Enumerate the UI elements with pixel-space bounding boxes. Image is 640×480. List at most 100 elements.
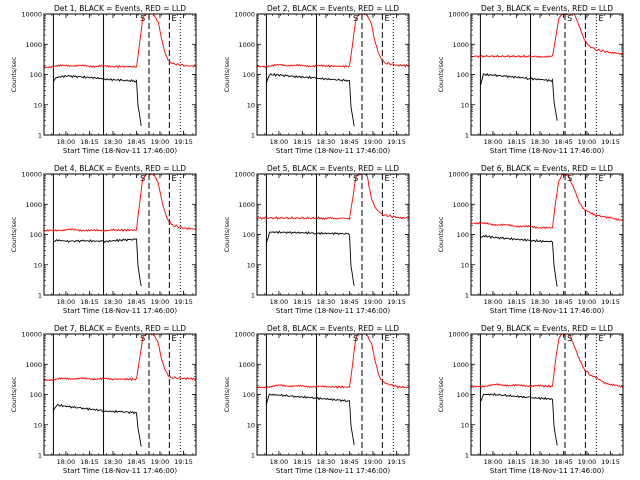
x-tick-label: 18:45 [340, 298, 359, 306]
x-axis-label: Start Time (18-Nov-11 17:46:00) [276, 307, 390, 315]
y-tick-label: 100 [30, 71, 42, 79]
y-tick-label: 10 [34, 101, 42, 109]
panel-title: Det 5, BLACK = Events, RED = LLD [267, 164, 399, 173]
x-tick-label: 18:00 [484, 458, 503, 466]
x-tick-label: 19:15 [387, 458, 406, 466]
x-tick-label: 18:00 [57, 138, 76, 146]
y-tick-label: 100 [243, 71, 255, 79]
y-tick-label: 1000 [25, 361, 42, 369]
x-tick-label: 19:15 [601, 298, 620, 306]
series-events-line [480, 234, 558, 287]
plot-area [471, 14, 623, 135]
y-tick-label: 10 [247, 101, 255, 109]
x-tick-label: 19:00 [364, 298, 383, 306]
series-events-line [52, 403, 142, 447]
x-tick-label: 18:00 [270, 298, 289, 306]
x-tick-label: 18:30 [317, 458, 336, 466]
plot-area [44, 334, 196, 455]
y-tick-label: 100 [457, 71, 469, 79]
x-tick-label: 19:00 [151, 138, 170, 146]
series-events-line [265, 393, 355, 446]
y-tick-label: 10000 [234, 11, 255, 19]
x-tick-label: 18:15 [507, 298, 526, 306]
x-tick-label: 19:15 [174, 138, 193, 146]
y-axis-label: Counts/sec [223, 216, 231, 252]
x-tick-label: 18:15 [293, 298, 312, 306]
x-tick-label: 19:15 [601, 138, 620, 146]
y-tick-label: 1 [251, 452, 255, 460]
x-tick-label: 18:45 [340, 138, 359, 146]
panel-title: Det 6, BLACK = Events, RED = LLD [481, 164, 613, 173]
start-marker: S [567, 14, 572, 23]
y-axis-label: Counts/sec [437, 216, 445, 252]
plot-frame [256, 333, 410, 456]
series-lld-line [257, 174, 409, 220]
y-tick-label: 10000 [448, 11, 469, 19]
x-tick-label: 19:00 [364, 138, 383, 146]
plot-area [257, 334, 409, 455]
end-marker: E [385, 14, 390, 23]
y-axis-label: Counts/sec [10, 376, 18, 412]
plot-frame [256, 173, 410, 296]
y-tick-label: 10000 [448, 331, 469, 339]
series-events-line [479, 392, 558, 446]
y-tick-label: 10000 [21, 171, 42, 179]
y-axis-label: Counts/sec [10, 216, 18, 252]
x-axis-label: Start Time (18-Nov-11 17:46:00) [490, 467, 604, 475]
x-tick-label: 18:30 [317, 298, 336, 306]
x-axis-label: Start Time (18-Nov-11 17:46:00) [276, 147, 390, 155]
plot-frame [470, 13, 624, 136]
x-tick-label: 19:15 [174, 458, 193, 466]
x-tick-label: 18:45 [127, 298, 146, 306]
x-axis-label: Start Time (18-Nov-11 17:46:00) [63, 147, 177, 155]
y-tick-label: 1000 [452, 361, 469, 369]
end-marker: E [599, 174, 604, 183]
series-lld-line [471, 334, 623, 389]
y-tick-label: 10000 [21, 331, 42, 339]
y-tick-label: 1 [465, 452, 469, 460]
plot-frame [43, 333, 197, 456]
x-tick-label: 18:45 [554, 298, 573, 306]
panel-title: Det 8, BLACK = Events, RED = LLD [267, 324, 399, 333]
x-tick-label: 18:15 [507, 458, 526, 466]
series-events-line [265, 73, 355, 127]
x-tick-label: 18:00 [270, 458, 289, 466]
y-tick-label: 10 [247, 421, 255, 429]
start-marker: S [567, 174, 572, 183]
y-tick-label: 1000 [25, 201, 42, 209]
y-tick-label: 1000 [238, 201, 255, 209]
series-lld-line [471, 174, 623, 230]
x-tick-label: 19:15 [387, 298, 406, 306]
series-lld-line [44, 174, 196, 233]
x-tick-label: 19:00 [578, 458, 597, 466]
series-lld-line [44, 334, 196, 382]
y-tick-label: 1000 [452, 41, 469, 49]
end-marker: E [599, 334, 604, 343]
y-tick-label: 10000 [234, 331, 255, 339]
plot-frame [470, 173, 624, 296]
start-marker: S [140, 14, 145, 23]
x-tick-label: 19:15 [174, 298, 193, 306]
y-tick-label: 1 [465, 132, 469, 140]
start-marker: S [140, 174, 145, 183]
x-tick-label: 19:15 [601, 458, 620, 466]
y-tick-label: 1000 [452, 201, 469, 209]
y-tick-label: 100 [243, 231, 255, 239]
x-tick-label: 18:30 [104, 138, 123, 146]
plot-area [471, 174, 623, 295]
start-marker: S [567, 334, 572, 343]
y-tick-label: 100 [243, 391, 255, 399]
x-tick-label: 19:00 [151, 298, 170, 306]
y-tick-label: 1 [251, 292, 255, 300]
x-tick-label: 18:45 [554, 458, 573, 466]
y-tick-label: 1 [465, 292, 469, 300]
x-tick-label: 18:45 [127, 138, 146, 146]
plot-area [44, 174, 196, 295]
series-events-line [265, 230, 355, 286]
end-marker: E [172, 334, 177, 343]
